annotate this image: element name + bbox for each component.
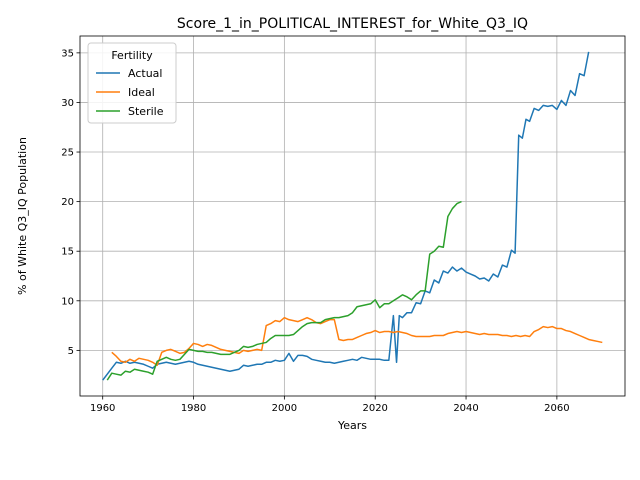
chart-title: Score_1_in_POLITICAL_INTEREST_for_White_… [177,16,528,32]
y-axis-title: % of White Q3_IQ Population [16,137,29,295]
legend-entries: Actual Ideal Sterile [96,67,164,118]
y-tick-label: 15 [61,247,74,258]
plot-frame [79,35,626,397]
y-tick-label: 10 [61,296,74,307]
x-tick-label: 2000 [272,403,297,414]
legend-label-actual: Actual [128,67,162,80]
series-line-sterile [106,200,462,381]
series-lines [102,51,603,381]
legend: Fertility Actual Ideal Sterile [87,42,177,124]
y-tick-label: 25 [61,148,74,159]
y-tick-label: 30 [61,98,74,109]
y-tick-label: 35 [61,48,74,59]
x-tick-label: 2060 [544,403,569,414]
x-axis-title: Years [337,419,367,432]
y-tick-label: 20 [61,197,74,208]
legend-box [87,42,177,124]
series-line-ideal [111,316,603,367]
legend-label-ideal: Ideal [128,86,155,99]
legend-title: Fertility [111,49,153,62]
x-tick-label: 1960 [90,403,115,414]
grid [80,36,625,396]
axis-ticks: 1960 1980 2000 2020 2040 2060 5 10 15 20 25 30 35 [61,48,569,414]
legend-label-sterile: Sterile [128,105,164,118]
x-tick-label: 2040 [453,403,478,414]
series-line-actual [102,51,590,381]
x-tick-label: 2020 [362,403,387,414]
x-tick-label: 1980 [181,403,206,414]
y-tick-label: 5 [68,346,74,357]
